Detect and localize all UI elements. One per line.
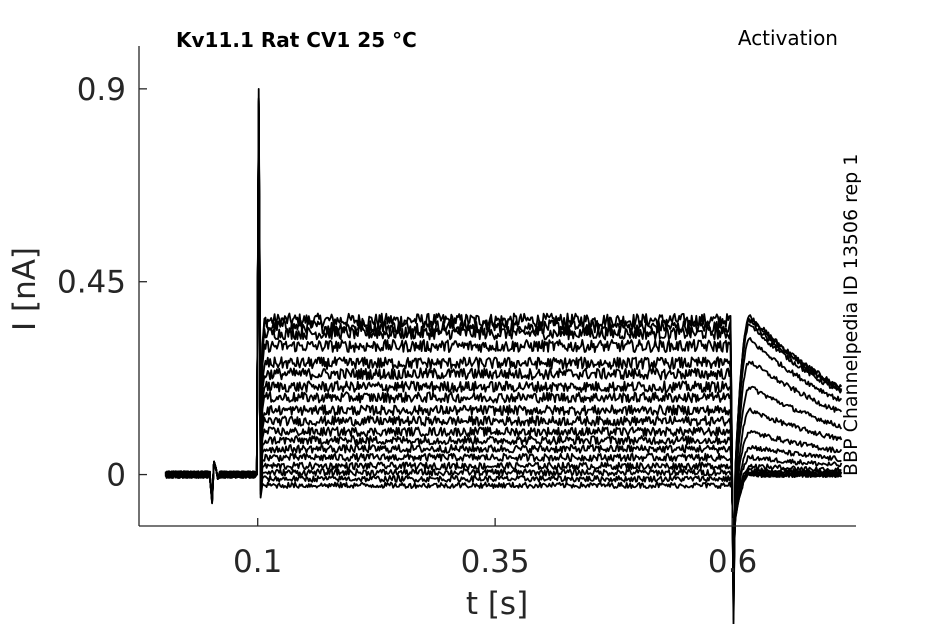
current-trace xyxy=(164,112,842,569)
current-trace xyxy=(164,120,843,544)
y-tick-label: 0.9 xyxy=(77,72,126,108)
y-tick-label: 0.45 xyxy=(57,265,126,301)
y-axis-label: I [nA] xyxy=(7,247,43,331)
y-tick-group: 0 0.45 0.9 xyxy=(57,72,147,494)
current-trace xyxy=(164,104,843,595)
current-trace xyxy=(165,121,842,538)
current-trace xyxy=(164,97,842,621)
current-trace xyxy=(164,114,842,564)
current-trace xyxy=(165,106,843,590)
current-trace xyxy=(165,98,843,616)
current-trace xyxy=(164,100,843,610)
current-trace xyxy=(164,101,843,605)
current-trace xyxy=(165,117,843,554)
trace-group xyxy=(164,88,843,624)
current-trace xyxy=(164,108,843,585)
x-axis-label: t [s] xyxy=(466,586,528,622)
chart-title: Kv11.1 Rat CV1 25 °C xyxy=(176,28,417,52)
source-label: BBP Channelpedia ID 13506 rep 1 xyxy=(840,154,862,476)
current-trace xyxy=(164,111,843,574)
y-tick-label: 0 xyxy=(106,458,126,494)
x-tick-label: 0.1 xyxy=(233,544,282,580)
protocol-label: Activation xyxy=(738,26,838,50)
current-trace xyxy=(164,118,843,549)
current-trace xyxy=(164,103,843,600)
x-tick-label: 0.6 xyxy=(708,544,757,580)
current-trace xyxy=(164,109,842,580)
current-trace xyxy=(164,115,842,559)
x-tick-group: 0.1 0.35 0.6 xyxy=(233,518,757,580)
x-tick-label: 0.35 xyxy=(461,544,530,580)
